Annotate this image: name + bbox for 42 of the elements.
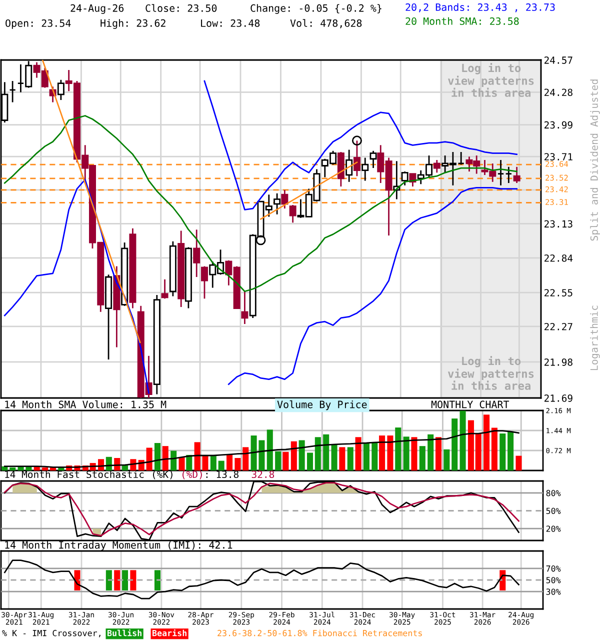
y-tick-label: 22.55 [544,289,572,296]
y-tick-label: 30% [546,588,561,595]
text: Bearish [152,629,186,636]
text: Bullish [108,629,142,636]
text: Change: -0.05 {-0.2 %} [250,4,382,14]
y-tick-label: 20% [546,526,561,532]
y-tick-label: 24.57 [544,56,572,64]
y-tick-label: 23.71 [544,153,572,160]
text: 23.6-38.2-50-61.8% Fibonacci Retracements [218,630,422,636]
y-tick-label: 50% [546,577,561,584]
text: High: 23.62 [100,19,166,29]
text: Vol: 478,628 [290,19,362,28]
y-tick-label: 21.98 [544,358,572,366]
band-label: Log in to view patterns in this area [448,62,534,97]
y-tick-label: 80% [546,490,561,496]
y-tick-label: 24.28 [544,88,572,96]
text: Low: 23.48 [201,19,260,27]
text: Logarithmic [590,306,600,370]
text: % K - IMI Crossover, [2,630,100,638]
text: : 13.8 [206,470,238,478]
chart-title: 14 Month Intraday Momentum (IMI): 42.1 [5,540,232,551]
y-axis-title: Split and Dividend Adjusted [590,80,600,241]
y-tick-label: 23.13 [544,220,572,228]
y-tick-label: 22.84 [544,254,573,262]
y-tick-label: 21.69 [544,394,572,402]
y-tick-label: 23.99 [544,121,572,129]
text: (%D) [182,470,202,480]
y-tick-label: 70% [546,565,561,572]
annotation: Log in to view patterns in this area [448,356,534,390]
text: (%K) [153,470,172,480]
text: MONTHLY CHART [431,400,510,408]
chart-title: 14 Month Fast Stochastic [5,470,144,478]
text: Volume By Price [277,400,367,410]
text: Close: 23.50 [146,4,217,12]
text: 24-Aug-26 [70,4,124,14]
text: 32.8 [252,470,274,478]
text: 20,2 Bands: 23.43 , 23.73 [406,3,555,12]
text: Open: 23.54 [6,19,71,29]
y-tick-label: 50% [546,508,561,514]
y-tick-label: 22.27 [544,322,572,330]
text: 20 Month SMA: 23.58 [406,17,519,25]
chart-title: 14 Month SMA Volume: 1.35 M [5,400,166,408]
